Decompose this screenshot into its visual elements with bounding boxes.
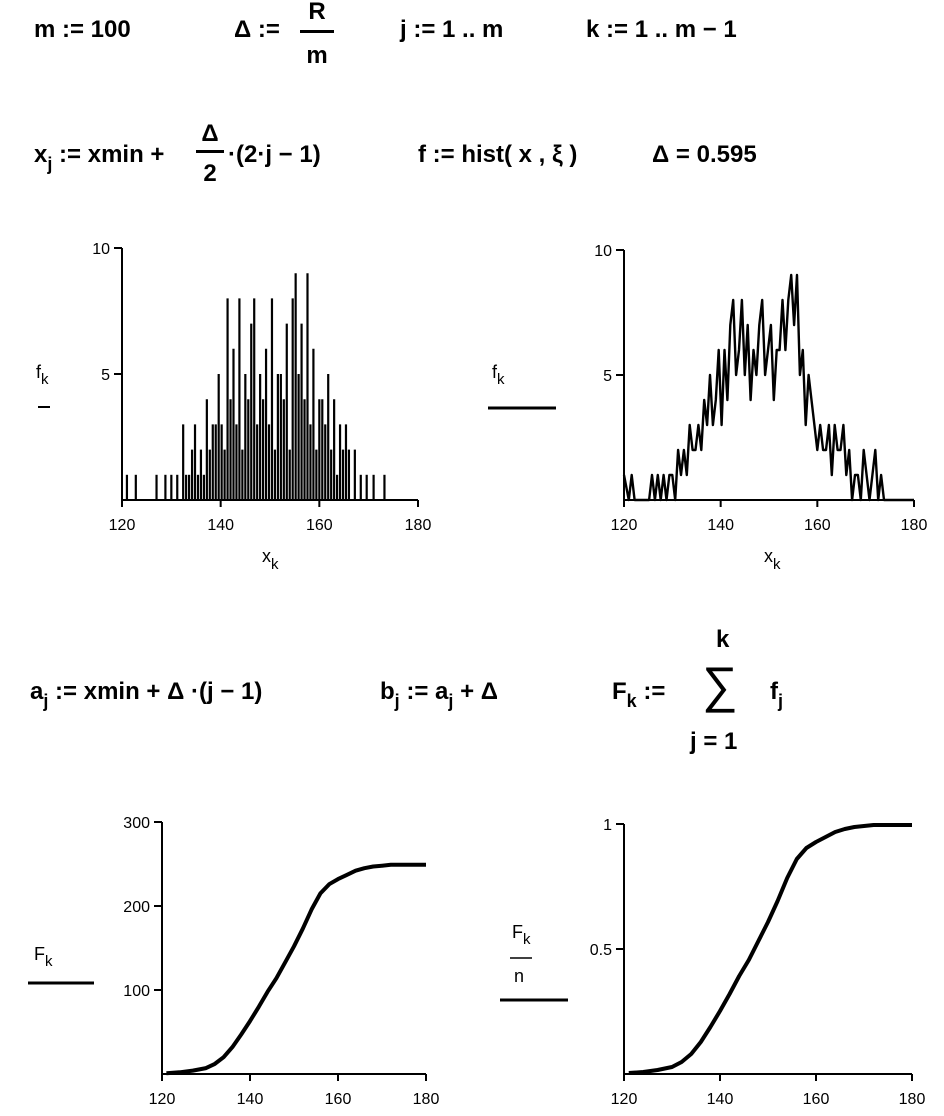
series-line [628,823,912,1075]
plot4-ylabel-numerator: Fk [512,922,531,948]
x-tick-label: 140 [207,517,234,534]
y-tick-label: 200 [123,899,150,916]
x-fraction-numerator: Δ [201,120,219,147]
y-tick-label: 5 [603,368,612,385]
y-tick-label: 10 [92,241,110,258]
series-line [166,862,426,1076]
x-definition-lhs: xj := xmin + [34,141,165,174]
plot4-ticks: 120 140 160 180 0.5 1 [590,817,926,1108]
plot2: 120 140 160 180 5 10 fk xk [488,243,927,573]
sum-lower-limit: j = 1 [690,728,738,755]
a-subscript: j [43,691,49,711]
x-subscript: j [47,154,53,174]
F-symbol: F [612,678,627,705]
x-tick-label: 120 [149,1091,176,1108]
x-tick-label: 140 [237,1091,264,1108]
f-hist-definition: f := hist( x , ξ ) [418,141,578,168]
F-subscript: k [626,691,637,711]
f-symbol: f [770,678,778,705]
delta-fraction-numerator: R [308,0,326,25]
a-symbol: a [30,678,44,705]
plot2-ticks: 120 140 160 180 5 10 [594,243,927,534]
x-tick-label: 160 [306,517,333,534]
x-tick-label: 140 [707,1091,734,1108]
y-tick-label: 10 [594,243,612,260]
plot2-xlabel: xk [764,546,781,573]
plot3-ylabel: Fk [34,944,53,970]
plot1-marks [125,273,386,500]
plot4: 120 140 160 180 0.5 1 Fk n [500,817,925,1108]
b-symbol: b [380,678,395,705]
j-range: j := 1 .. m [400,16,504,43]
x-tick-label: 180 [899,1091,926,1108]
plot1: 120 140 160 180 5 10 fk xk [36,241,431,573]
plot1-ylabel: fk [36,362,49,388]
x-tick-label: 120 [611,1091,638,1108]
plot4-marks [628,823,912,1075]
plot2-marks [622,273,914,502]
x-tick-label: 180 [901,517,928,534]
delta-value: Δ = 0.595 [652,141,757,168]
plot2-ylabel: fk [492,362,505,388]
x-tick-label: 180 [413,1091,440,1108]
y-tick-label: 300 [123,815,150,832]
plot4-ylabel-denominator: n [514,966,524,986]
a-definition: aj := xmin + Δ ·(j − 1) [30,678,263,711]
x-symbol: x [34,141,48,168]
x-fraction-denominator: 2 [203,160,217,187]
m-definition: m := 100 [34,16,131,43]
delta-definition-lhs: Δ := [234,16,280,43]
b-definition-rhs-b: + Δ [460,678,499,705]
sum-upper-limit: k [716,626,730,653]
x-tick-label: 160 [325,1091,352,1108]
y-tick-label: 1 [603,817,612,834]
x-fraction-bar [196,150,224,153]
delta-fraction-denominator: m [306,42,328,69]
y-tick-label: 100 [123,983,150,1000]
k-range: k := 1 .. m − 1 [586,16,737,43]
series-line [622,273,914,502]
plot3: 120 140 160 180 100 200 300 Fk [28,815,439,1108]
F-assign: := [643,678,666,705]
f-subscript: j [778,691,784,711]
b-subscript: j [394,691,400,711]
plot1-xlabel: xk [262,546,279,573]
b-definition-rhs-a: := a [406,678,449,705]
plot1-ticks: 120 140 160 180 5 10 [92,241,431,534]
x-tick-label: 160 [803,1091,830,1108]
b-rhs-subscript: j [448,691,454,711]
x-tick-label: 120 [109,517,136,534]
x-tick-label: 160 [804,517,831,534]
x-tick-label: 180 [405,517,432,534]
plot3-ticks: 120 140 160 180 100 200 300 [123,815,439,1108]
y-tick-label: 0.5 [590,942,612,959]
x-tick-label: 140 [707,517,734,534]
x-tick-label: 120 [611,517,638,534]
x-definition-rhs-a: := xmin + [59,141,165,168]
x-definition-rhs-b: ·(2·j − 1) [228,141,321,168]
delta-fraction-bar [300,30,334,33]
plot3-marks [166,862,426,1076]
summation-sign: ∑ [702,657,738,713]
sum-term: fj [770,678,783,711]
F-definition-lhs: Fk := [612,678,666,711]
y-tick-label: 5 [101,367,110,384]
b-definition: bj := aj + Δ [380,678,499,711]
a-definition-rhs: := xmin + Δ ·(j − 1) [55,678,263,705]
